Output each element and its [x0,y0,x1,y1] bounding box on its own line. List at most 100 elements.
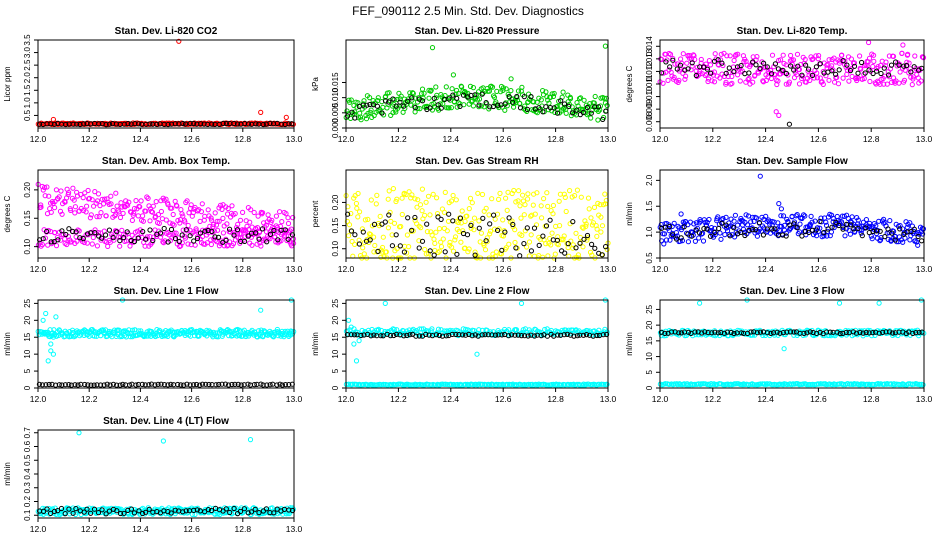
data-point [731,57,737,64]
data-point [602,43,609,49]
data-point [282,382,289,388]
data-point [375,326,382,332]
data-point [184,198,190,204]
data-point [174,203,180,209]
data-point [225,205,231,212]
data-point [128,237,134,244]
data-point [205,207,211,213]
data-point [36,381,43,387]
data-point [209,228,215,234]
data-point [182,219,188,225]
data-point [358,117,364,123]
data-point [231,120,237,127]
data-point [96,121,102,127]
data-point [731,69,737,75]
data-point [371,221,378,227]
data-point [730,64,737,70]
data-point [699,330,705,336]
data-point [883,59,889,65]
data-point [689,233,695,239]
data-point [381,254,387,260]
data-point [558,332,564,338]
data-point [139,381,145,387]
data-point [476,381,482,387]
x-tick-label: 12.4 [757,134,774,144]
data-point [136,508,142,514]
data-point [399,195,405,201]
data-point [573,245,579,251]
data-point [599,252,605,258]
data-point [689,63,695,69]
y-tick-label: 1.0 [23,97,32,109]
data-point [540,254,546,260]
data-point [66,506,72,512]
data-point [432,240,438,246]
data-point [799,72,805,78]
data-point [449,331,455,337]
data-point [887,218,893,224]
data-point [368,232,374,238]
series-sampled [37,505,296,517]
x-tick-label: 12.8 [547,394,564,404]
data-point [146,382,152,388]
data-point [696,235,702,241]
data-point [62,382,69,388]
data-point [843,329,849,335]
data-point [786,121,793,127]
data-point [479,332,485,338]
data-point [446,96,452,102]
data-point [853,330,860,336]
data-point [418,225,424,231]
data-point [143,236,149,242]
data-point [821,229,827,236]
data-point [59,228,65,234]
data-point [131,205,138,212]
data-point [604,331,610,338]
data-point [178,382,184,388]
data-point [179,232,185,238]
data-point [873,223,879,229]
data-point [165,382,171,388]
y-tick-label: 20 [331,315,340,324]
data-point [491,212,497,218]
data-point [214,239,220,245]
data-point [163,217,169,223]
data-point [726,65,732,71]
data-point [472,252,478,258]
x-tick-label: 12.6 [183,264,200,274]
y-tick-label: 25 [645,304,654,313]
data-point [702,219,708,225]
data-point [464,381,471,387]
chart-title: Stan. Dev. Line 3 Flow [740,286,845,297]
data-point [487,104,493,110]
data-point [127,334,133,340]
data-point [840,226,846,232]
data-point [892,330,899,336]
data-point [127,243,133,249]
data-point [157,329,163,335]
data-point [389,243,395,249]
chart-licortemp: Stan. Dev. Li-820 Temp. degrees C 12.0 12.2… [625,26,933,144]
data-point [476,89,482,95]
data-point [563,110,569,116]
data-point [837,330,843,337]
data-point [425,193,432,199]
data-point [372,242,378,249]
data-point [521,94,527,100]
data-point [538,203,544,209]
data-point [754,54,760,60]
x-tick-label: 13.0 [286,134,303,144]
data-point [667,223,673,230]
data-point [701,217,707,223]
data-point [852,229,858,235]
data-point [224,221,230,227]
data-point [902,67,908,73]
data-point [62,510,68,517]
data-point [150,203,156,209]
data-point [742,232,748,239]
data-point [881,65,887,71]
data-point [581,236,587,242]
plot-frame [37,299,295,389]
data-point [158,381,164,387]
data-point [900,239,906,245]
